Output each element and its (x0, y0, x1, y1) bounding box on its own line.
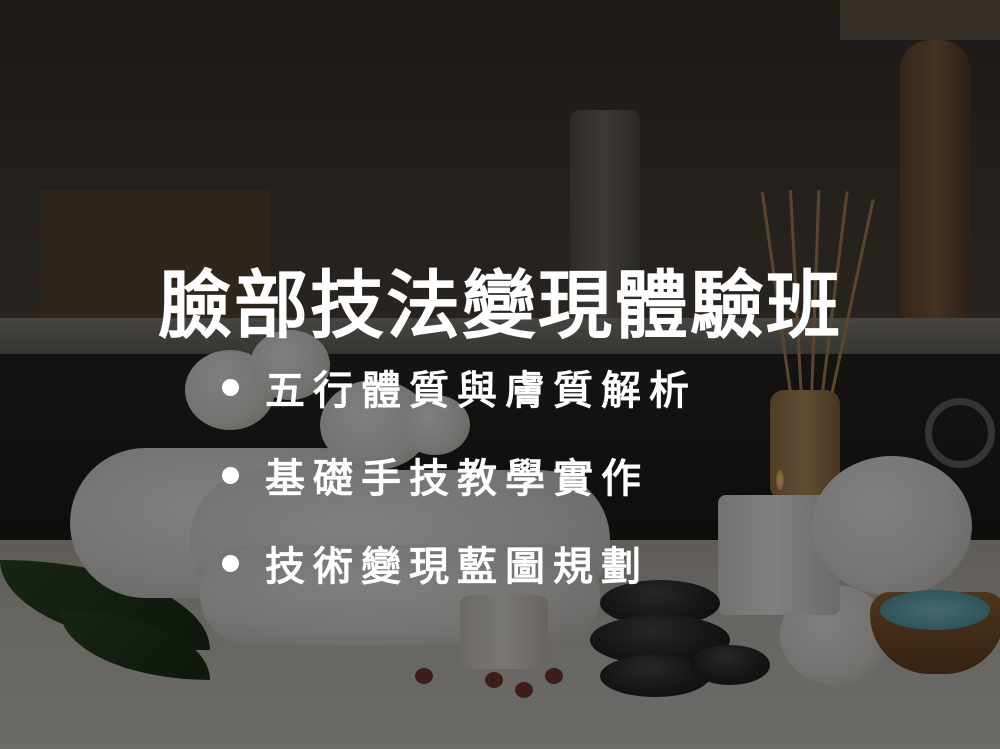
bullet-icon (222, 554, 239, 572)
feature-text: 技術變現藍圖規劃 (265, 544, 649, 590)
feature-text: 基礎手技教學實作 (265, 456, 649, 502)
banner-title: 臉部技法變現體驗班 (158, 262, 842, 349)
feature-list: 五行體質與膚質解析 基礎手技教學實作 技術變現藍圖規劃 (222, 343, 697, 607)
feature-text: 五行體質與膚質解析 (265, 368, 697, 414)
feature-item: 技術變現藍圖規劃 (222, 519, 697, 607)
bullet-icon (222, 378, 239, 396)
feature-item: 基礎手技教學實作 (222, 431, 697, 519)
feature-item: 五行體質與膚質解析 (222, 343, 697, 431)
bullet-icon (222, 466, 239, 484)
